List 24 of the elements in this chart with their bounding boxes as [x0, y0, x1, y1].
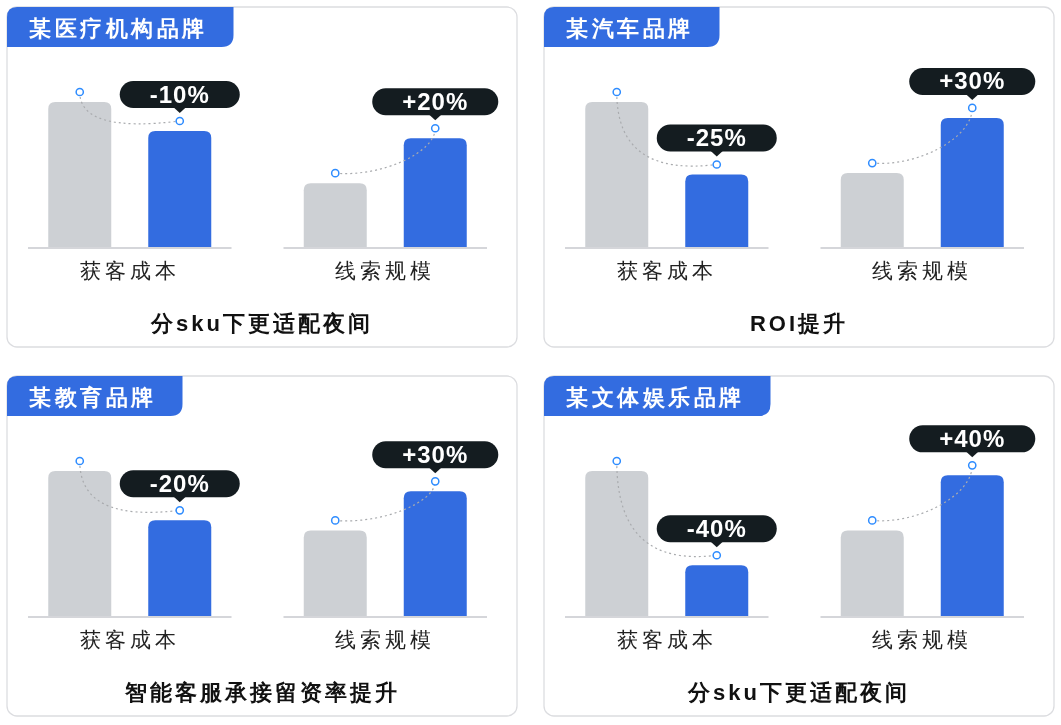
category-label: 获客成本 [616, 259, 717, 282]
annotation: -10% [149, 80, 210, 108]
annotation: 分sku下更适配夜间 [688, 680, 910, 705]
annotation: ROI提升 [749, 311, 849, 336]
title: 某医疗机构品牌 [29, 16, 208, 41]
category-label: 获客成本 [79, 628, 180, 651]
annotation: 分sku下更适配夜间 [151, 311, 373, 336]
category-label: 获客成本 [79, 259, 180, 282]
category-label: 线索规模 [872, 259, 973, 282]
annotation: +30% [402, 440, 469, 468]
title: 某汽车品牌 [566, 16, 694, 41]
annotation: +40% [939, 424, 1006, 452]
title: 某文体娱乐品牌 [566, 385, 745, 410]
annotation: -25% [686, 124, 747, 151]
title: 某教育品牌 [29, 385, 157, 410]
category-label: 线索规模 [335, 628, 436, 651]
category-label: 获客成本 [616, 628, 717, 651]
annotation: +30% [939, 67, 1006, 95]
category-label: 线索规模 [872, 628, 973, 651]
category-label: 线索规模 [335, 259, 436, 282]
annotation: -40% [686, 514, 747, 542]
annotation: +20% [402, 87, 469, 115]
annotation: -20% [149, 469, 210, 497]
annotation: 智能客服承接留资率提升 [124, 680, 400, 705]
